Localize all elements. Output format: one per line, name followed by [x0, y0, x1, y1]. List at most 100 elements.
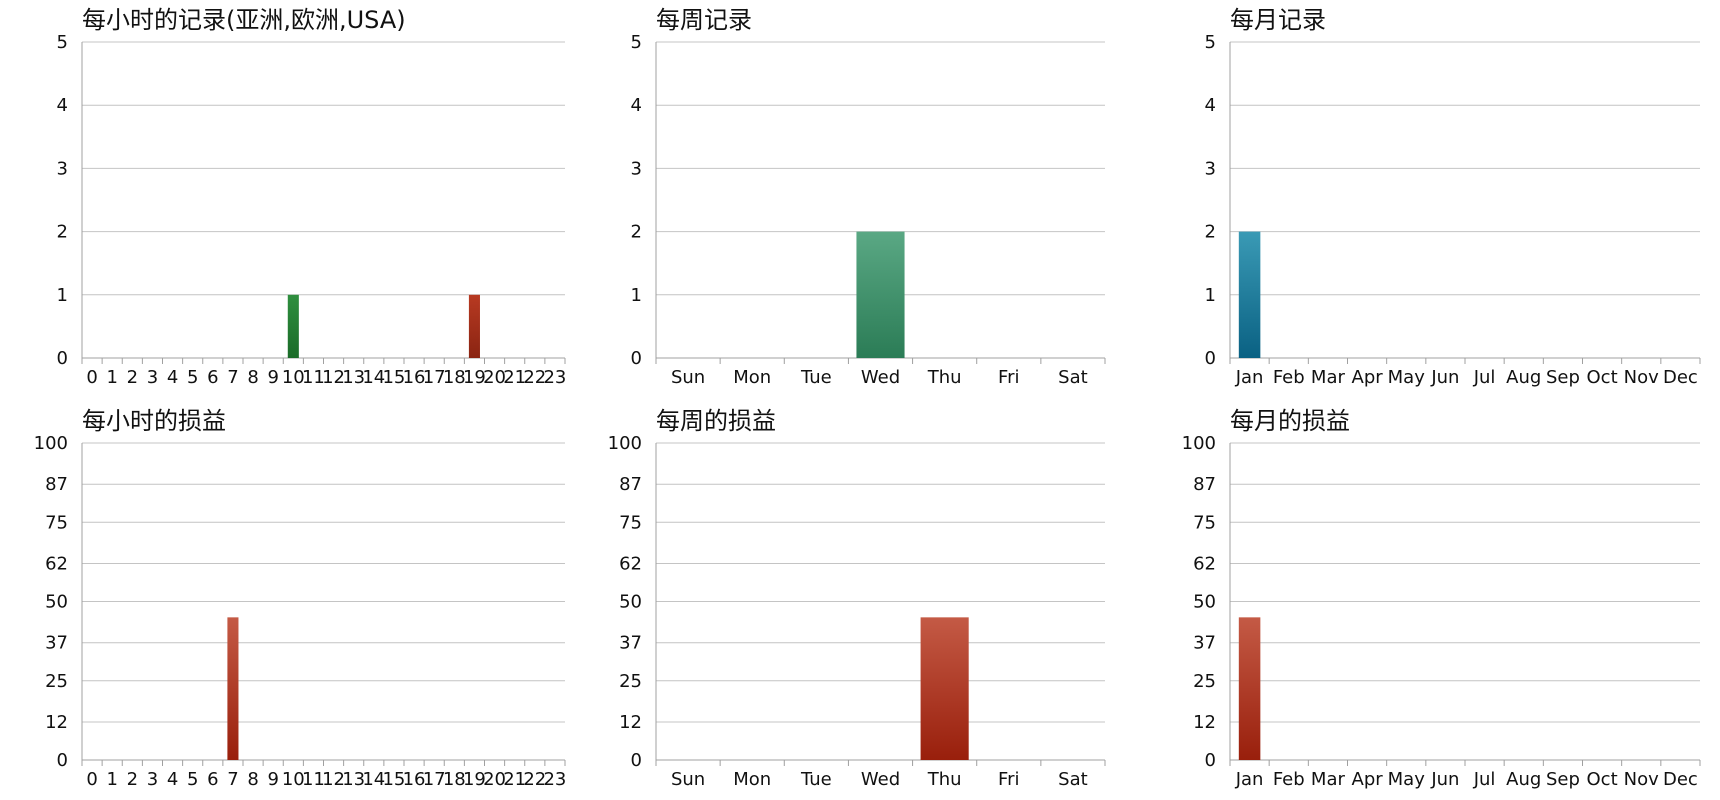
x-tick-label: Oct — [1587, 367, 1618, 388]
x-tick-label: 17 — [423, 367, 446, 388]
x-tick-label: 5 — [187, 367, 198, 388]
x-tick-label: 23 — [543, 769, 566, 790]
y-tick-label: 50 — [1193, 592, 1216, 613]
chart-title: 每月的损益 — [1230, 407, 1350, 435]
y-tick-label: 3 — [631, 158, 642, 179]
x-tick-label: Sat — [1058, 769, 1088, 790]
x-tick-label: 7 — [227, 367, 238, 388]
y-tick-label: 100 — [608, 433, 642, 454]
x-tick-label: Jul — [1473, 769, 1496, 790]
x-tick-label: 14 — [362, 367, 385, 388]
x-tick-label: 21 — [503, 367, 526, 388]
x-tick-label: 22 — [523, 769, 546, 790]
y-tick-label: 12 — [619, 712, 642, 733]
x-tick-label: Oct — [1587, 769, 1618, 790]
x-tick-label: Mar — [1311, 367, 1346, 388]
x-tick-label: Thu — [927, 769, 962, 790]
x-tick-label: Mon — [733, 769, 771, 790]
bar-19 — [468, 294, 480, 358]
x-tick-label: 6 — [207, 367, 218, 388]
x-tick-label: 1 — [106, 367, 117, 388]
x-tick-label: Wed — [861, 769, 900, 790]
x-tick-label: 9 — [267, 769, 278, 790]
x-tick-label: 18 — [443, 367, 466, 388]
x-tick-label: 7 — [227, 769, 238, 790]
y-tick-label: 75 — [619, 512, 642, 533]
y-tick-label: 1 — [1205, 285, 1216, 306]
y-tick-label: 100 — [1182, 433, 1216, 454]
x-tick-label: 12 — [322, 367, 345, 388]
x-tick-label: 16 — [403, 367, 426, 388]
y-tick-label: 2 — [631, 222, 642, 243]
x-tick-label: 15 — [382, 769, 405, 790]
y-tick-label: 4 — [57, 95, 68, 116]
y-tick-label: 37 — [619, 633, 642, 654]
x-tick-label: Sun — [671, 367, 705, 388]
x-tick-label: 9 — [267, 367, 278, 388]
y-tick-label: 50 — [619, 592, 642, 613]
x-tick-label: Jun — [1430, 769, 1459, 790]
x-tick-label: Sat — [1058, 367, 1088, 388]
y-tick-label: 62 — [619, 553, 642, 574]
x-tick-label: Mon — [733, 367, 771, 388]
bar-Thu — [920, 617, 969, 760]
y-tick-label: 5 — [1205, 32, 1216, 53]
y-tick-label: 62 — [1193, 553, 1216, 574]
x-tick-label: 17 — [423, 769, 446, 790]
x-tick-label: Sun — [671, 769, 705, 790]
x-tick-label: 3 — [147, 769, 158, 790]
x-tick-label: Feb — [1273, 367, 1305, 388]
x-tick-label: 19 — [463, 769, 486, 790]
y-tick-label: 2 — [57, 222, 68, 243]
x-tick-label: 22 — [523, 367, 546, 388]
chart-panel-2: 每周记录 0 1 2 3 4 5 Sun Mon Tue Wed Thu Fri Sat — [631, 6, 1106, 388]
bar-Wed — [856, 231, 905, 358]
chart-title: 每月记录 — [1230, 6, 1326, 34]
x-tick-label: Thu — [927, 367, 962, 388]
y-tick-label: 25 — [619, 671, 642, 692]
x-tick-label: Sep — [1546, 367, 1580, 388]
y-tick-label: 4 — [1205, 95, 1216, 116]
x-tick-label: 20 — [483, 769, 506, 790]
y-tick-label: 0 — [1205, 348, 1216, 369]
x-tick-label: Jul — [1473, 367, 1496, 388]
x-tick-label: Dec — [1663, 769, 1698, 790]
x-tick-label: 2 — [127, 769, 138, 790]
chart-title: 每周记录 — [656, 6, 752, 34]
y-tick-label: 100 — [34, 433, 68, 454]
x-tick-label: 19 — [463, 367, 486, 388]
x-tick-label: 3 — [147, 367, 158, 388]
y-tick-label: 0 — [1205, 750, 1216, 771]
chart-panel-5: 每周的损益 0 12 25 37 50 62 75 87 100 Sun Mon Tue Wed Thu Fr… — [608, 407, 1106, 790]
x-tick-label: Fri — [998, 367, 1019, 388]
y-tick-label: 0 — [631, 750, 642, 771]
x-tick-label: 0 — [86, 367, 97, 388]
x-tick-label: 18 — [443, 769, 466, 790]
x-tick-label: 14 — [362, 769, 385, 790]
x-tick-label: Fri — [998, 769, 1019, 790]
x-tick-label: 0 — [86, 769, 97, 790]
y-tick-label: 12 — [45, 712, 68, 733]
x-tick-label: Tue — [800, 769, 832, 790]
bar-7 — [227, 617, 239, 760]
x-tick-label: May — [1388, 367, 1426, 388]
x-tick-label: 6 — [207, 769, 218, 790]
y-tick-label: 3 — [57, 158, 68, 179]
y-tick-label: 5 — [631, 32, 642, 53]
x-tick-label: 13 — [342, 769, 365, 790]
chart-title: 每小时的损益 — [82, 407, 226, 435]
y-tick-label: 12 — [1193, 712, 1216, 733]
x-tick-label: Mar — [1311, 769, 1346, 790]
x-tick-label: 16 — [403, 769, 426, 790]
y-tick-label: 37 — [1193, 633, 1216, 654]
chart-title: 每小时的记录(亚洲,欧洲,USA) — [82, 6, 406, 34]
y-tick-label: 37 — [45, 633, 68, 654]
x-tick-label: 10 — [282, 769, 305, 790]
x-tick-label: Jun — [1430, 367, 1459, 388]
x-tick-label: 21 — [503, 769, 526, 790]
x-tick-label: Wed — [861, 367, 900, 388]
